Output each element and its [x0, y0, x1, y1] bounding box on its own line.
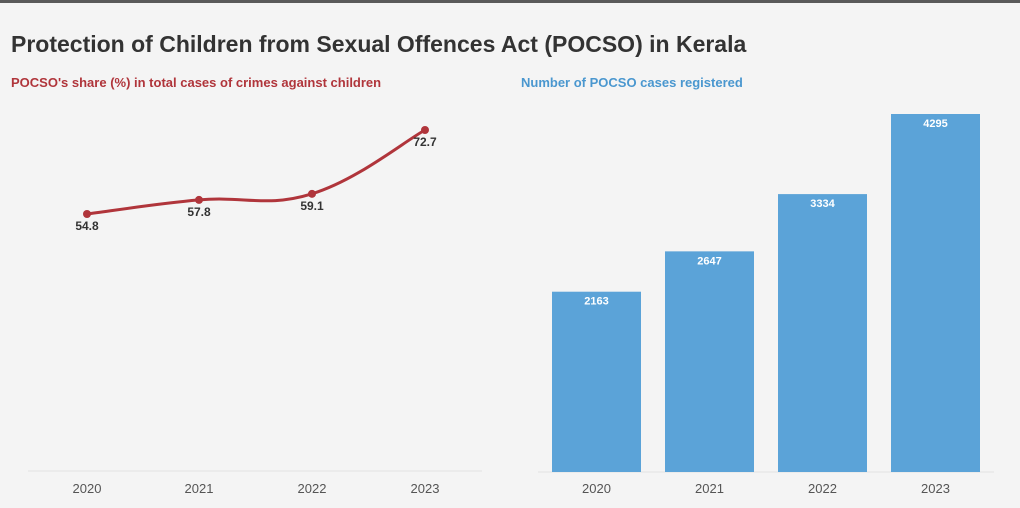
line-data-label-2022: 59.1 — [300, 199, 324, 213]
line-point-2022 — [308, 189, 316, 198]
line-point-2021 — [195, 195, 203, 204]
line-data-label-2020: 54.8 — [75, 219, 99, 233]
bar-2020 — [552, 291, 641, 472]
bar-chart-title: Number of POCSO cases registered — [521, 75, 743, 90]
top-border — [0, 0, 1020, 3]
line-series-path — [85, 128, 427, 216]
line-chart-title: POCSO's share (%) in total cases of crim… — [11, 75, 382, 90]
line-x-tick-2023: 2023 — [411, 481, 440, 496]
bar-x-tick-2023: 2023 — [921, 481, 950, 496]
line-point-2023 — [421, 126, 429, 134]
bar-2021 — [665, 251, 754, 472]
line-data-label-2023: 72.7 — [413, 135, 437, 149]
line-point-2020 — [83, 210, 91, 218]
line-x-tick-2022: 2022 — [298, 481, 327, 496]
bar-2022 — [778, 194, 867, 472]
bar-data-label-2021: 2647 — [697, 255, 721, 267]
bar-x-tick-2022: 2022 — [808, 481, 837, 496]
line-x-tick-2021: 2021 — [185, 481, 214, 496]
bar-data-label-2020: 2163 — [584, 296, 608, 308]
bar-data-label-2023: 4295 — [923, 118, 947, 130]
bar-x-tick-2020: 2020 — [582, 481, 611, 496]
bar-2023 — [891, 114, 980, 472]
line-data-label-2021: 57.8 — [187, 205, 211, 219]
line-x-tick-2020: 2020 — [73, 481, 102, 496]
bar-data-label-2022: 3334 — [810, 198, 835, 210]
bar-x-tick-2021: 2021 — [695, 481, 724, 496]
page-title: Protection of Children from Sexual Offen… — [11, 31, 747, 57]
